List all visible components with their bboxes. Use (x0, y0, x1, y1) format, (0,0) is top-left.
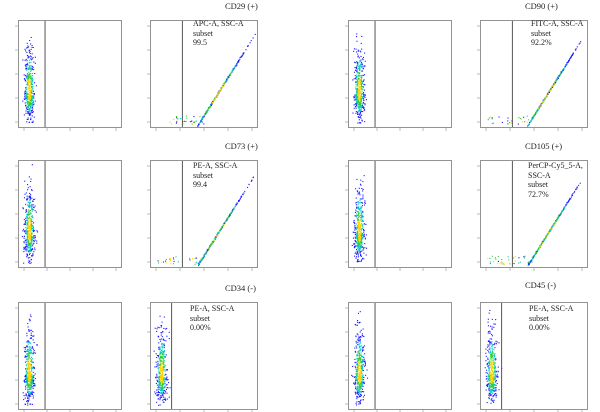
stained-plot-1 (477, 20, 588, 131)
event-dots (352, 33, 367, 124)
stained-plot-4 (147, 302, 258, 412)
control-plot-0 (15, 20, 122, 131)
stained-plot-3 (477, 160, 588, 271)
figure-title-cd73: CD73 (+) (225, 141, 258, 151)
gate-label-cd105: PerCP-Cy5_5-A, SSC-A subset 72.7% (528, 161, 583, 199)
gate-label-cd73: PE-A, SSC-A subset 99.4 (193, 161, 238, 189)
gate-label-cd29: APC-A, SSC-A subset 99.5 (193, 19, 244, 47)
control-plot-4 (15, 302, 122, 412)
stained-plot-2 (147, 160, 258, 271)
event-dots (351, 175, 368, 263)
control-plot-2 (15, 160, 122, 271)
control-plot-5 (345, 302, 452, 412)
gate-label-cd34: PE-A, SSC-A subset 0.00% (190, 304, 235, 332)
figure-title-cd90: CD90 (+) (525, 1, 558, 11)
figure-title-cd105: CD105 (+) (525, 141, 563, 151)
control-plot-1 (345, 20, 452, 131)
control-plot-3 (345, 160, 452, 271)
event-dots (22, 314, 38, 406)
event-dots (21, 164, 39, 264)
event-dots (22, 36, 37, 124)
event-dots (351, 311, 369, 406)
event-dots (484, 309, 503, 404)
gate-label-cd90: FITC-A, SSC-A subset 92.2% (531, 19, 584, 47)
event-dots (169, 33, 256, 127)
figure-title-cd45: CD45 (-) (525, 280, 556, 290)
figure-title-cd29: CD29 (+) (225, 1, 258, 11)
event-dots (157, 176, 254, 267)
stained-plot-5 (477, 302, 588, 412)
figure-title-cd34: CD34 (-) (225, 283, 256, 293)
event-dots (487, 41, 582, 127)
gate-label-cd45: PE-A, SSC-A subset 0.00% (529, 304, 574, 332)
event-dots (153, 315, 171, 406)
stained-plot-0 (147, 20, 258, 131)
event-dots (487, 182, 581, 266)
